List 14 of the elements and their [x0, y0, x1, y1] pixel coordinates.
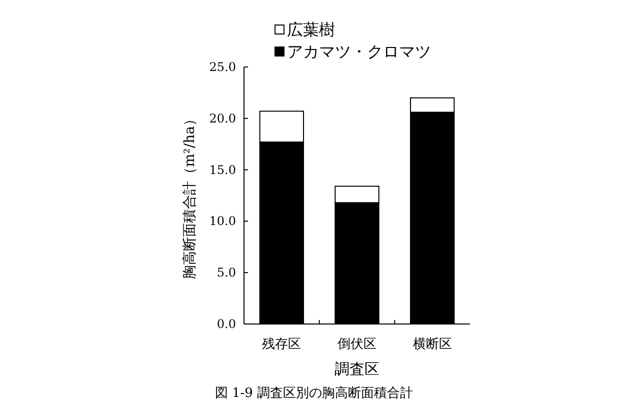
y-tick-label: 5.0 [216, 266, 236, 280]
caption: 図 1-9 調査区別の胸高断面積合計 [214, 385, 414, 401]
legend-label: アカマツ・クロマツ [287, 42, 431, 61]
y-tick-label: 0.0 [216, 317, 236, 331]
x-tick-label: 横断区 [412, 337, 452, 352]
y-tick-label: 25.0 [209, 60, 236, 74]
y-tick-label: 15.0 [209, 162, 236, 177]
x-axis-title: 調査区 [334, 360, 380, 378]
y-tick-label: 10.0 [209, 214, 236, 228]
legend-label: 広葉樹 [287, 20, 335, 39]
y-axis-title: 胸高断面積合計（m²/ha） [182, 112, 198, 279]
y-tick-label: 20.0 [209, 111, 236, 126]
x-tick-label: 残存区 [262, 337, 302, 352]
x-tick-label: 倒伏区 [338, 337, 376, 352]
